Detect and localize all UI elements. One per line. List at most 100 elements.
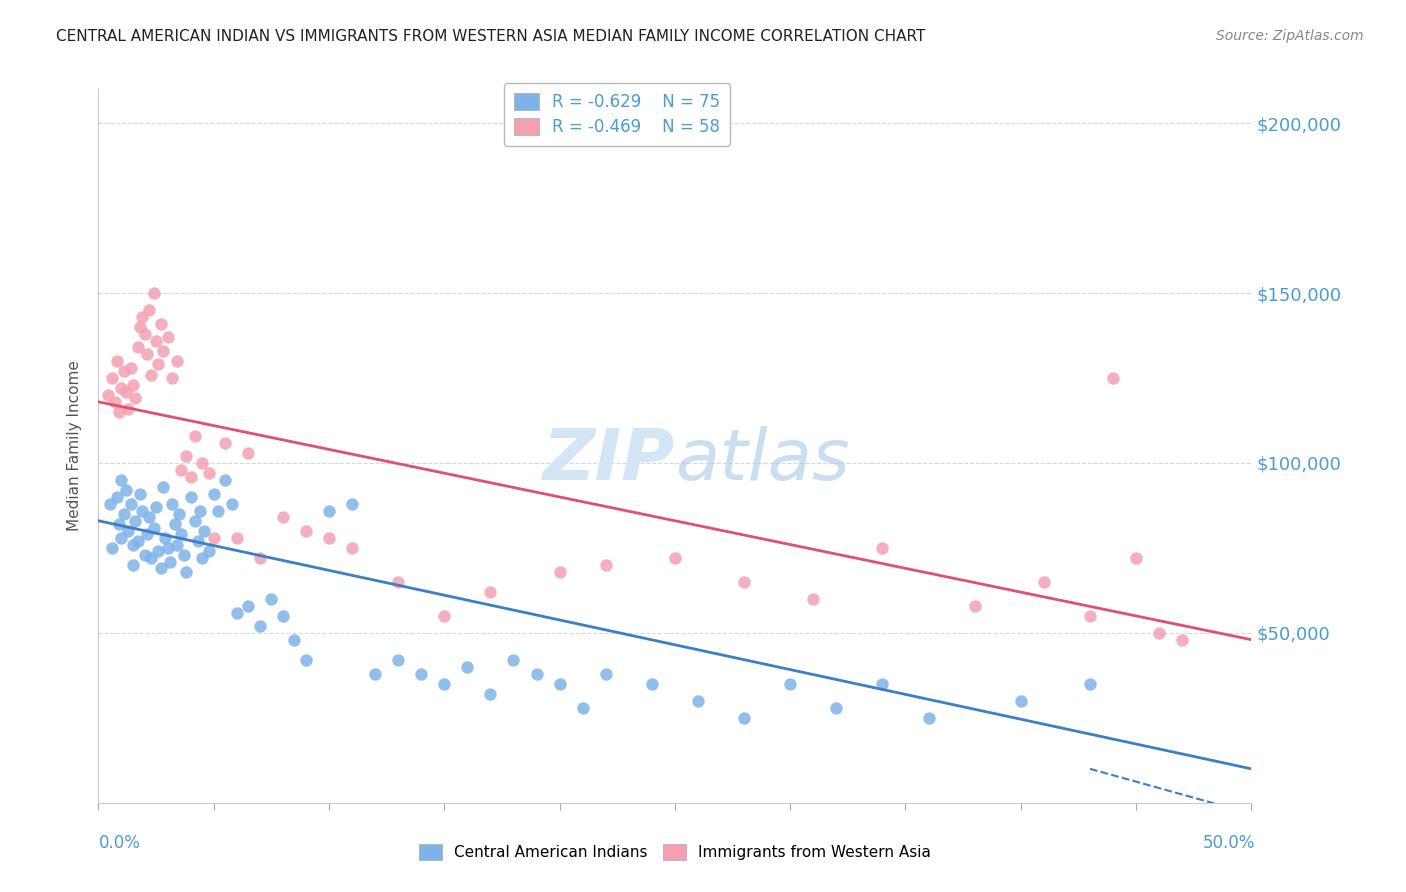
Point (160, 497, 183, 511)
Legend: Central American Indians, Immigrants from Western Asia: Central American Indians, Immigrants fro… (413, 838, 936, 866)
Point (166, 354, 188, 368)
Point (1078, 677, 1101, 691)
Point (595, 558, 617, 572)
Point (117, 401, 139, 416)
Point (142, 286, 165, 301)
Point (149, 561, 172, 575)
Text: atlas: atlas (675, 425, 849, 495)
Point (187, 534, 209, 549)
Point (173, 548, 195, 562)
Point (148, 544, 170, 558)
Text: 0.0%: 0.0% (98, 834, 141, 852)
Point (548, 565, 571, 579)
Point (124, 514, 146, 528)
Point (138, 303, 160, 318)
Point (526, 666, 548, 681)
Point (433, 677, 456, 691)
Point (872, 541, 894, 555)
Point (127, 341, 149, 355)
Point (142, 520, 165, 534)
Point (801, 591, 824, 606)
Point (214, 473, 236, 487)
Point (117, 524, 139, 538)
Point (170, 463, 193, 477)
Point (295, 653, 318, 667)
Point (120, 360, 142, 375)
Point (198, 466, 221, 480)
Point (456, 660, 478, 674)
Point (191, 551, 214, 566)
Point (249, 551, 271, 566)
Point (664, 551, 686, 566)
Point (1102, 371, 1125, 385)
Point (238, 446, 260, 460)
Point (202, 531, 225, 545)
Point (641, 677, 664, 691)
Point (184, 514, 207, 528)
Point (180, 490, 202, 504)
Point (101, 541, 124, 555)
Point (174, 449, 197, 463)
Point (110, 473, 132, 487)
Point (159, 555, 181, 569)
Point (963, 599, 986, 613)
Point (1010, 694, 1032, 708)
Point (191, 456, 214, 470)
Point (295, 524, 318, 538)
Point (129, 320, 152, 334)
Point (225, 606, 247, 620)
Point (112, 364, 135, 378)
Point (271, 608, 294, 623)
Point (127, 534, 149, 549)
Point (115, 384, 138, 399)
Point (141, 368, 163, 382)
Point (184, 429, 207, 443)
Point (387, 653, 409, 667)
Point (225, 531, 247, 545)
Point (163, 517, 186, 532)
Point (160, 371, 183, 385)
Point (364, 666, 387, 681)
Point (340, 497, 363, 511)
Point (98, 497, 121, 511)
Point (105, 354, 128, 368)
Point (103, 394, 125, 409)
Point (129, 486, 152, 500)
Point (548, 677, 571, 691)
Point (733, 574, 755, 589)
Point (131, 310, 153, 324)
Point (249, 619, 271, 633)
Point (112, 507, 135, 521)
Point (260, 591, 283, 606)
Point (135, 527, 157, 541)
Point (180, 469, 202, 483)
Point (101, 371, 124, 385)
Point (198, 544, 221, 558)
Point (779, 677, 801, 691)
Point (1125, 551, 1147, 566)
Point (141, 551, 163, 566)
Point (595, 666, 617, 681)
Point (825, 700, 848, 714)
Point (283, 632, 305, 647)
Point (122, 377, 145, 392)
Point (167, 507, 190, 521)
Text: ZIP: ZIP (543, 425, 675, 495)
Point (166, 537, 188, 551)
Point (318, 531, 340, 545)
Point (174, 565, 197, 579)
Point (120, 497, 142, 511)
Point (131, 503, 153, 517)
Point (872, 677, 894, 691)
Point (115, 483, 138, 498)
Point (686, 694, 709, 708)
Point (221, 497, 243, 511)
Point (148, 358, 170, 372)
Point (1078, 608, 1101, 623)
Point (110, 381, 132, 395)
Point (156, 541, 179, 555)
Point (155, 531, 177, 545)
Point (97, 388, 120, 402)
Legend: R = -0.629    N = 75, R = -0.469    N = 58: R = -0.629 N = 75, R = -0.469 N = 58 (503, 83, 731, 146)
Point (149, 317, 172, 331)
